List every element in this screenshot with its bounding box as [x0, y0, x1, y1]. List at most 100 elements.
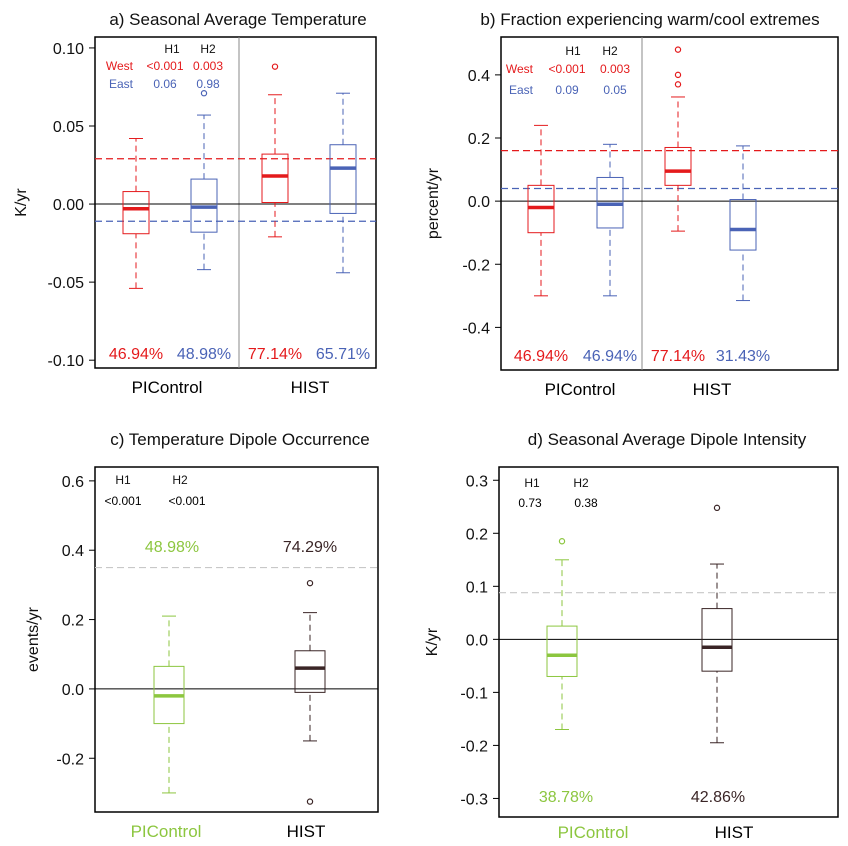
stats-value: 0.38: [574, 496, 598, 510]
box-iqr: [546, 625, 578, 677]
box: [122, 137, 150, 289]
box-iqr: [329, 144, 357, 214]
box-iqr: [664, 146, 692, 186]
stats-value: <0.001: [548, 62, 585, 76]
y-tick-label: 0.0: [468, 194, 490, 211]
box: [190, 90, 218, 271]
x-group-label: HIST: [715, 823, 754, 842]
outlier-point: [674, 71, 682, 79]
y-axis-label: events/yr: [25, 606, 42, 672]
percent-label: 46.94%: [583, 348, 637, 365]
y-tick-label: 0.4: [468, 68, 490, 85]
stats-header: H2: [172, 473, 188, 487]
stats-value: 0.05: [603, 83, 627, 97]
percent-label: 31.43%: [716, 348, 770, 365]
box: [664, 46, 692, 232]
y-axis-label: percent/yr: [425, 167, 442, 239]
percent-label: 48.98%: [145, 539, 199, 556]
x-group-label: HIST: [291, 378, 330, 397]
y-tick-label: -0.2: [56, 751, 84, 768]
y-tick-label: 0.2: [62, 613, 84, 630]
box-iqr: [729, 199, 757, 251]
y-tick-label: 0.2: [466, 526, 488, 543]
outlier-point: [558, 538, 566, 545]
percent-label: 77.14%: [651, 348, 705, 365]
y-tick-label: -0.2: [460, 738, 488, 755]
y-tick-label: -0.3: [460, 791, 488, 808]
box-iqr: [701, 608, 733, 672]
stats-value: 0.003: [193, 59, 223, 73]
stats-value: 0.003: [600, 62, 630, 76]
x-group-label: HIST: [693, 380, 732, 399]
box: [546, 538, 578, 730]
chart-title: a) Seasonal Average Temperature: [109, 10, 366, 29]
stats-row-label: West: [106, 59, 134, 73]
y-axis-label: K/yr: [13, 188, 30, 217]
outlier-point: [271, 63, 279, 70]
y-tick-label: 0.2: [468, 131, 490, 148]
percent-label: 46.94%: [514, 348, 568, 365]
box-iqr: [294, 650, 326, 693]
plot-frame: [498, 466, 839, 818]
x-group-label: PIControl: [545, 380, 616, 399]
box: [261, 63, 289, 238]
chart-title: b) Fraction experiencing warm/cool extre…: [480, 10, 819, 29]
outlier-point: [713, 504, 721, 512]
stats-header: H2: [200, 42, 216, 56]
percent-label: 42.86%: [691, 789, 745, 806]
stats-value: <0.001: [168, 494, 205, 508]
stats-header: H2: [573, 476, 589, 490]
y-tick-label: 0.0: [466, 632, 488, 649]
y-tick-label: -0.1: [460, 685, 488, 702]
stats-header: H2: [602, 44, 618, 58]
box: [153, 615, 185, 794]
stats-value: 0.98: [196, 77, 220, 91]
chart-panel-a: a) Seasonal Average Temperature -0.10 -0.0…: [13, 10, 377, 397]
y-axis-label: K/yr: [424, 627, 441, 656]
box-iqr: [261, 153, 289, 204]
box: [329, 92, 357, 274]
outlier-point: [674, 46, 682, 53]
y-tick-label: 0.4: [62, 543, 84, 560]
box-iqr: [122, 191, 150, 235]
percent-label: 77.14%: [248, 346, 302, 363]
box: [596, 143, 624, 297]
stats-value: <0.001: [146, 59, 183, 73]
y-tick-label: 0.1: [466, 579, 488, 596]
plot-frame: [94, 36, 377, 369]
box: [701, 504, 733, 744]
outlier-point: [306, 798, 314, 805]
stats-value: 0.73: [518, 496, 542, 510]
stats-header: H1: [115, 473, 131, 487]
chart-panel-c: c) Temperature Dipole Occurrence -0.2 0.0 0…: [25, 430, 379, 841]
box: [527, 124, 555, 297]
y-tick-label: 0.3: [466, 473, 488, 490]
stats-header: H1: [524, 476, 540, 490]
y-tick-label: 0.00: [53, 197, 84, 214]
percent-label: 48.98%: [177, 346, 231, 363]
chart-title: c) Temperature Dipole Occurrence: [110, 430, 370, 449]
x-group-label: PIControl: [131, 822, 202, 841]
outlier-point: [200, 90, 208, 97]
y-tick-label: 0.05: [53, 119, 84, 136]
stats-header: H1: [565, 44, 581, 58]
percent-label: 46.94%: [109, 346, 163, 363]
plot-frame: [94, 466, 379, 813]
percent-label: 74.29%: [283, 539, 337, 556]
outlier-point: [674, 81, 682, 88]
y-tick-label: 0.6: [62, 474, 84, 491]
chart-panel-d: d) Seasonal Average Dipole Intensity -0.3…: [424, 430, 839, 842]
chart-title: d) Seasonal Average Dipole Intensity: [528, 430, 807, 449]
x-group-label: HIST: [287, 822, 326, 841]
stats-row-label: East: [109, 77, 134, 91]
y-tick-label: -0.4: [462, 320, 490, 337]
box: [729, 145, 757, 302]
y-tick-label: -0.2: [462, 257, 490, 274]
y-tick-label: 0.10: [53, 41, 84, 58]
y-tick-label: 0.0: [62, 682, 84, 699]
stats-row-label: West: [506, 62, 534, 76]
stats-value: 0.09: [555, 83, 579, 97]
plot-frame: [500, 36, 839, 371]
stats-value: <0.001: [104, 494, 141, 508]
